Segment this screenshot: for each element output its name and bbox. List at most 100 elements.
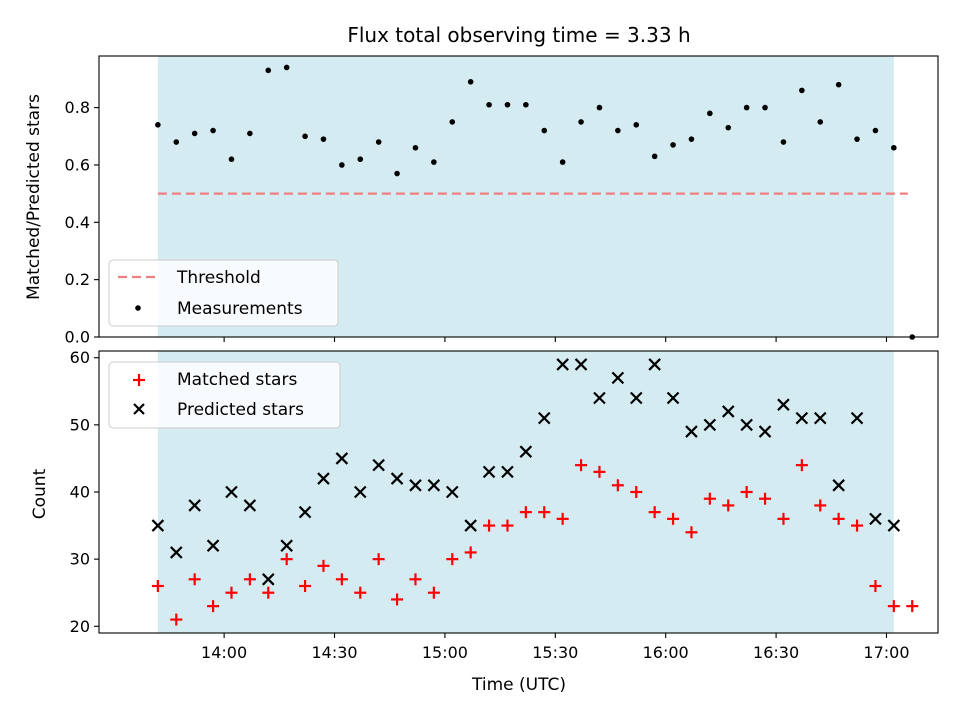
matched-star-marker	[188, 573, 201, 586]
x-tick-label: 15:00	[422, 643, 468, 662]
predicted-legend-swatch	[133, 403, 145, 415]
matched-star-marker	[483, 519, 496, 532]
matched-star-marker	[887, 600, 900, 613]
predicted-star-marker	[482, 465, 496, 479]
matched-star-marker	[703, 492, 716, 505]
predicted-star-marker	[243, 499, 257, 512]
predicted-star-marker	[501, 465, 514, 479]
ratio-axes-frame	[98, 55, 939, 338]
measurement-point	[375, 139, 382, 145]
predicted-star-marker	[813, 411, 827, 425]
predicted-star-marker	[519, 445, 533, 458]
predicted-star-marker	[666, 391, 680, 405]
count-x-ticks: 14:00 14:30 15:00 15:30 16:00 16:30 17:00	[201, 633, 910, 662]
predicted-star-marker	[225, 485, 238, 499]
count-legend: Matched stars Predicted stars	[108, 361, 341, 429]
predicted-star-marker	[593, 391, 606, 405]
predicted-star-marker	[298, 505, 312, 519]
count-legend-box	[108, 361, 341, 429]
matched-star-marker	[611, 479, 624, 492]
predicted-star-marker	[703, 418, 717, 432]
matched-star-marker	[372, 553, 385, 566]
measurements-legend-swatch	[135, 305, 141, 311]
matched-star-marker	[906, 600, 919, 613]
measurement-point	[155, 122, 161, 128]
measurement-point	[707, 110, 713, 117]
predicted-star-marker	[832, 479, 845, 492]
x-tick-label: 16:30	[753, 643, 799, 662]
predicted-stars-points	[151, 358, 901, 586]
measurement-point	[725, 124, 732, 131]
measurement-point	[504, 101, 511, 108]
matched-star-marker	[869, 580, 882, 592]
ratio-legend-box	[108, 259, 339, 327]
measurement-point	[357, 156, 364, 163]
count-y-axis-label: Count	[30, 468, 50, 519]
matched-star-marker	[262, 586, 275, 599]
matched-star-marker	[409, 573, 422, 586]
matched-star-marker	[170, 613, 183, 626]
measurement-points	[155, 64, 916, 340]
measurement-point	[265, 67, 272, 74]
x-axis-label: Time (UTC)	[471, 675, 566, 695]
y-tick-label: 40	[70, 483, 90, 502]
y-tick-label: 0.8	[65, 98, 90, 117]
chart-title: Flux total observing time = 3.33 h	[347, 23, 690, 47]
matched-legend-label: Matched stars	[177, 370, 297, 390]
predicted-star-marker	[629, 391, 643, 405]
matched-star-marker	[317, 559, 330, 572]
ratio-y-axis-label: Matched/Predicted stars	[24, 94, 44, 300]
predicted-star-marker	[188, 499, 201, 512]
measurement-point	[688, 136, 695, 142]
y-tick-label: 60	[70, 348, 90, 367]
matched-star-marker	[207, 600, 220, 613]
predicted-star-marker	[206, 539, 220, 552]
matched-star-marker	[759, 492, 772, 505]
ratio-y-ticks: 0.0 0.2 0.4 0.6 0.8	[65, 98, 99, 347]
predicted-star-marker	[795, 411, 809, 425]
predicted-star-marker	[887, 519, 901, 532]
measurement-point	[283, 64, 290, 71]
matched-star-marker	[391, 593, 404, 606]
matched-star-marker	[151, 580, 164, 592]
measurements-legend-label: Measurements	[177, 299, 303, 319]
matched-star-marker	[243, 573, 256, 586]
x-tick-label: 14:00	[201, 643, 247, 662]
threshold-legend-label: Threshold	[176, 268, 261, 288]
measurement-point	[394, 170, 400, 177]
matched-star-marker	[593, 465, 606, 478]
measurement-point	[780, 139, 787, 145]
x-tick-label: 17:00	[863, 643, 909, 662]
count-panel: 20 30 40 50 60 14:00 14:30 15:00 15:30 16:00 16:3…	[30, 348, 939, 695]
predicted-star-marker	[280, 539, 293, 552]
predicted-star-marker	[648, 358, 661, 371]
measurement-point	[302, 133, 308, 140]
matched-star-marker	[777, 512, 790, 525]
y-tick-label: 20	[70, 617, 90, 636]
measurement-point	[210, 127, 216, 134]
y-tick-label: 0.0	[65, 328, 90, 347]
y-tick-label: 0.6	[65, 155, 90, 174]
measurement-point	[339, 162, 345, 168]
predicted-star-marker	[850, 411, 864, 425]
predicted-star-marker	[464, 519, 477, 532]
count-y-ticks: 20 30 40 50 60	[70, 348, 99, 636]
measurement-point	[486, 101, 492, 108]
measurement-point	[559, 159, 566, 165]
measurement-point	[431, 159, 437, 165]
measurement-point	[743, 104, 750, 111]
predicted-star-marker	[151, 519, 165, 532]
matched-star-marker	[814, 499, 827, 512]
matched-star-marker	[648, 506, 661, 519]
matched-star-marker	[335, 573, 348, 586]
measurement-point	[854, 136, 860, 142]
predicted-star-marker	[390, 472, 404, 485]
measurement-point	[449, 119, 456, 125]
matched-star-marker	[667, 512, 680, 525]
predicted-legend-label: Predicted stars	[177, 400, 304, 420]
measurement-point	[578, 119, 584, 125]
measurement-point	[891, 144, 897, 151]
matched-star-marker	[685, 526, 698, 539]
matched-star-marker	[427, 586, 440, 599]
